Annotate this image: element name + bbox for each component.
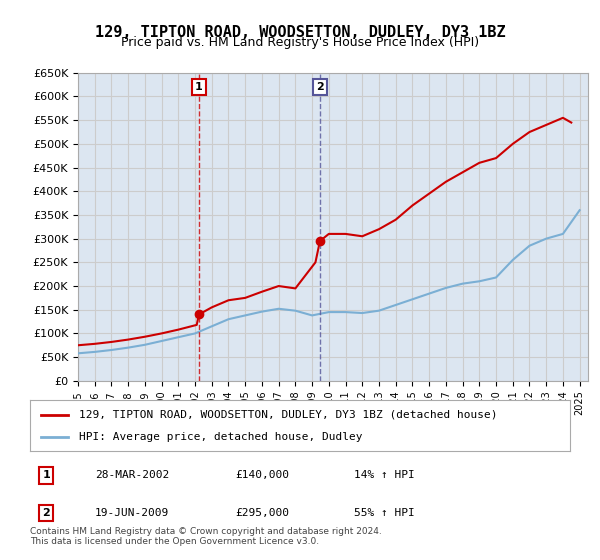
Text: 55% ↑ HPI: 55% ↑ HPI <box>354 508 415 518</box>
Text: HPI: Average price, detached house, Dudley: HPI: Average price, detached house, Dudl… <box>79 432 362 442</box>
Text: £140,000: £140,000 <box>235 470 289 480</box>
Text: £295,000: £295,000 <box>235 508 289 518</box>
Text: 28-MAR-2002: 28-MAR-2002 <box>95 470 169 480</box>
Text: 2: 2 <box>316 82 324 92</box>
Text: 19-JUN-2009: 19-JUN-2009 <box>95 508 169 518</box>
Text: Contains HM Land Registry data © Crown copyright and database right 2024.
This d: Contains HM Land Registry data © Crown c… <box>30 526 382 546</box>
Text: Price paid vs. HM Land Registry's House Price Index (HPI): Price paid vs. HM Land Registry's House … <box>121 36 479 49</box>
Text: 1: 1 <box>43 470 50 480</box>
Text: 2: 2 <box>43 508 50 518</box>
Text: 129, TIPTON ROAD, WOODSETTON, DUDLEY, DY3 1BZ: 129, TIPTON ROAD, WOODSETTON, DUDLEY, DY… <box>95 25 505 40</box>
Text: 14% ↑ HPI: 14% ↑ HPI <box>354 470 415 480</box>
Text: 1: 1 <box>195 82 203 92</box>
Text: 129, TIPTON ROAD, WOODSETTON, DUDLEY, DY3 1BZ (detached house): 129, TIPTON ROAD, WOODSETTON, DUDLEY, DY… <box>79 409 497 419</box>
